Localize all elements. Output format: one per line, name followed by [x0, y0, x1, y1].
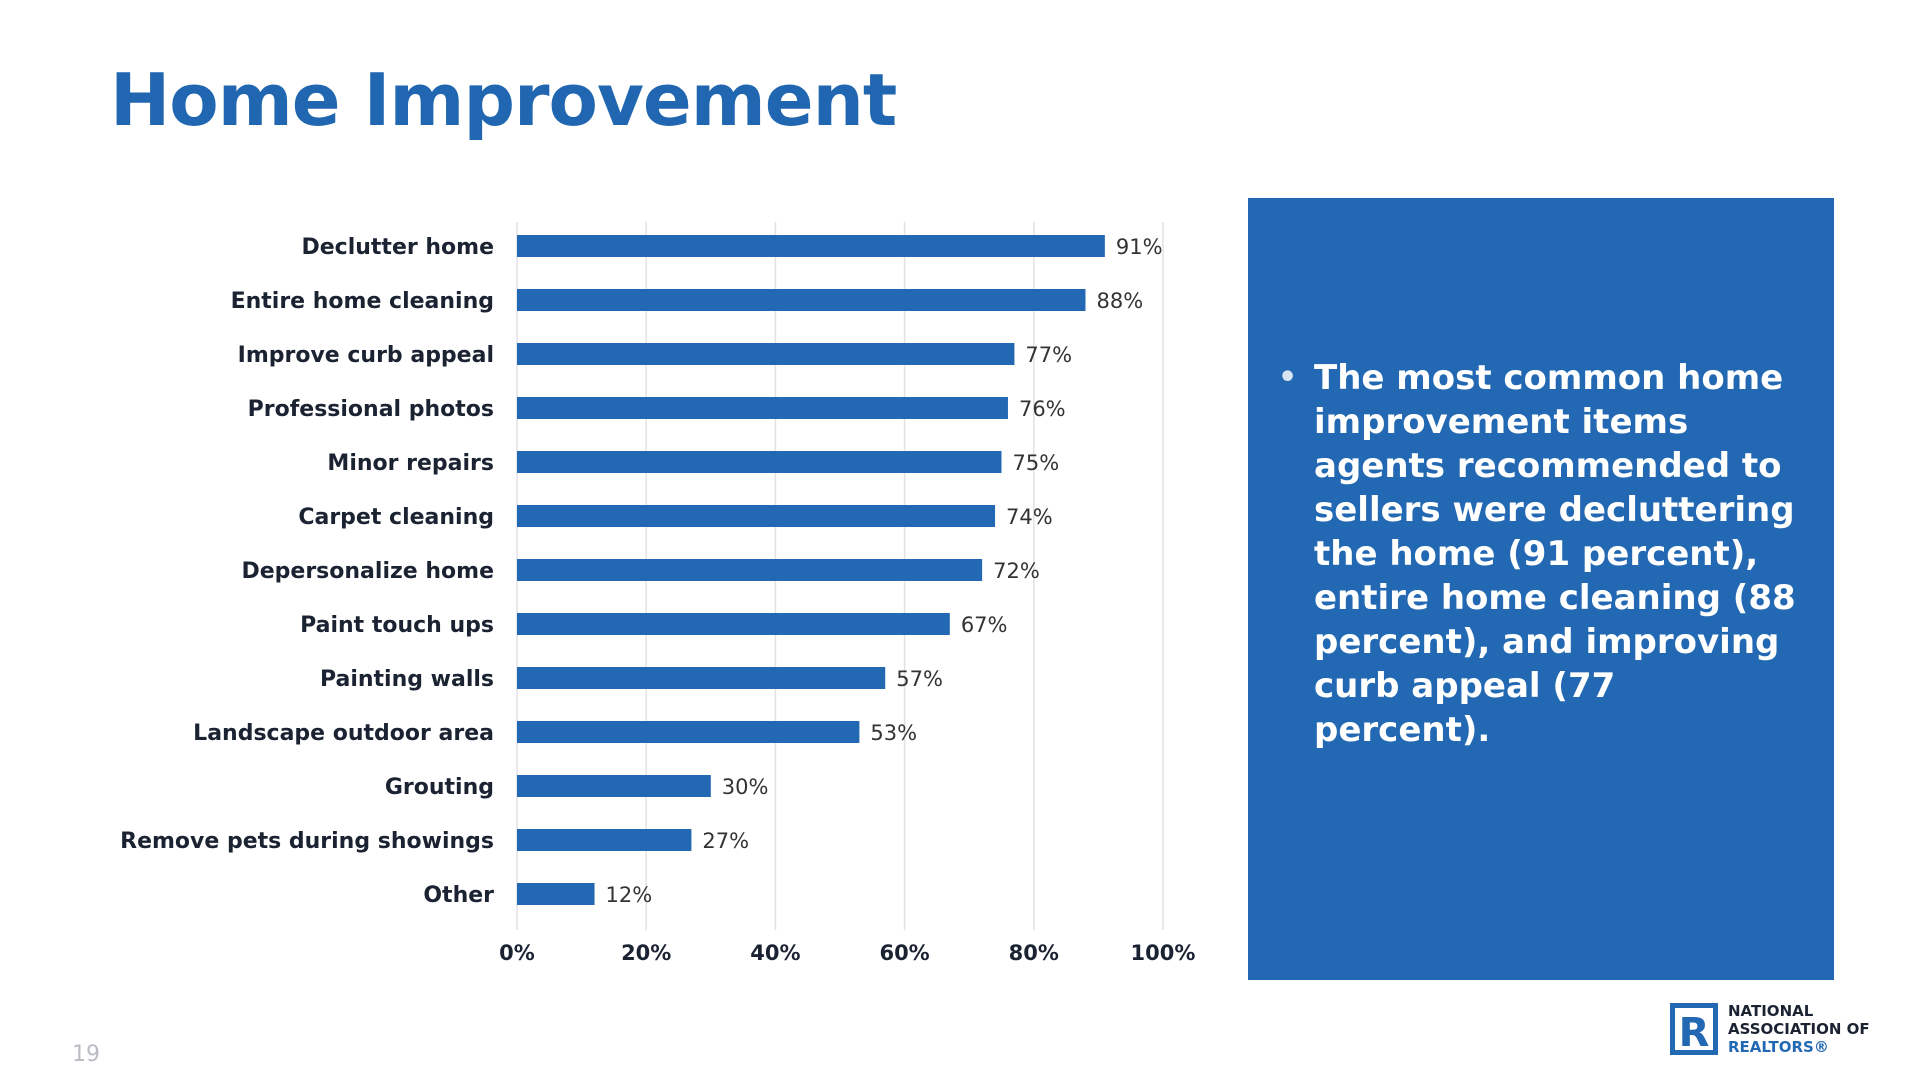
- value-label: 76%: [1019, 397, 1066, 421]
- bar: [517, 343, 1015, 365]
- category-label: Improve curb appeal: [238, 343, 494, 368]
- category-label: Declutter home: [301, 235, 494, 260]
- callout-text: The most common home improvement items a…: [1314, 358, 1796, 750]
- value-label: 88%: [1096, 289, 1143, 313]
- callout-box: • The most common home improvement items…: [1248, 198, 1834, 980]
- nar-logo: R NATIONAL ASSOCIATION OF REALTORS®: [1670, 1002, 1870, 1056]
- category-label: Landscape outdoor area: [193, 721, 494, 746]
- bar: [517, 883, 595, 905]
- bar: [517, 775, 711, 797]
- value-label: 67%: [961, 613, 1008, 637]
- bar: [517, 505, 996, 527]
- value-label: 12%: [606, 883, 653, 907]
- value-label: 74%: [1006, 505, 1053, 529]
- bar: [517, 829, 692, 851]
- bar: [517, 721, 860, 743]
- category-label: Remove pets during showings: [120, 829, 494, 854]
- bar: [517, 397, 1008, 419]
- value-label: 72%: [993, 559, 1040, 583]
- category-label: Other: [423, 883, 494, 908]
- x-tick-label: 20%: [621, 941, 671, 965]
- x-tick-label: 100%: [1131, 941, 1196, 965]
- category-label: Painting walls: [320, 667, 494, 692]
- callout-list: • The most common home improvement items…: [1278, 356, 1798, 752]
- value-labels: 91% 88% 77% 76% 75% 74% 72% 67% 57% 53% 30% 27% 12%: [606, 235, 1163, 907]
- x-tick-label: 80%: [1009, 941, 1059, 965]
- bar: [517, 235, 1105, 257]
- realtor-r-icon: R: [1670, 1003, 1718, 1055]
- value-label: 53%: [870, 721, 917, 745]
- bar: [517, 289, 1086, 311]
- bullet-icon: •: [1278, 360, 1298, 395]
- value-label: 77%: [1025, 343, 1072, 367]
- x-tick-label: 60%: [879, 941, 929, 965]
- category-label: Minor repairs: [327, 451, 494, 476]
- logo-text: NATIONAL ASSOCIATION OF REALTORS®: [1728, 1002, 1870, 1056]
- bar: [517, 559, 983, 581]
- category-label: Depersonalize home: [241, 559, 494, 584]
- logo-line-3: REALTORS®: [1728, 1038, 1829, 1056]
- bar: [517, 613, 950, 635]
- category-label: Entire home cleaning: [231, 289, 494, 314]
- category-label: Grouting: [385, 775, 494, 800]
- value-label: 91%: [1116, 235, 1163, 259]
- logo-line-2: ASSOCIATION OF: [1728, 1020, 1870, 1038]
- value-label: 57%: [896, 667, 943, 691]
- callout-bullet-item: • The most common home improvement items…: [1278, 356, 1798, 752]
- logo-mark-letter: R: [1679, 1010, 1710, 1055]
- category-label: Paint touch ups: [300, 613, 494, 638]
- bar: [517, 667, 886, 689]
- value-label: 75%: [1013, 451, 1060, 475]
- page-title: Home Improvement: [110, 58, 897, 142]
- x-axis-ticks: 0% 20% 40% 60% 80% 100%: [499, 941, 1195, 965]
- logo-line-1: NATIONAL: [1728, 1002, 1814, 1020]
- x-tick-label: 0%: [499, 941, 535, 965]
- x-tick-label: 40%: [750, 941, 800, 965]
- value-label: 27%: [702, 829, 749, 853]
- bar-chart: Declutter home Entire home cleaning Improv…: [120, 222, 1195, 965]
- page-number: 19: [72, 1042, 100, 1067]
- category-labels: Declutter home Entire home cleaning Improv…: [120, 235, 494, 908]
- value-label: 30%: [722, 775, 769, 799]
- category-label: Carpet cleaning: [298, 505, 494, 530]
- bar: [517, 451, 1002, 473]
- bars: [517, 235, 1105, 905]
- category-label: Professional photos: [248, 397, 494, 422]
